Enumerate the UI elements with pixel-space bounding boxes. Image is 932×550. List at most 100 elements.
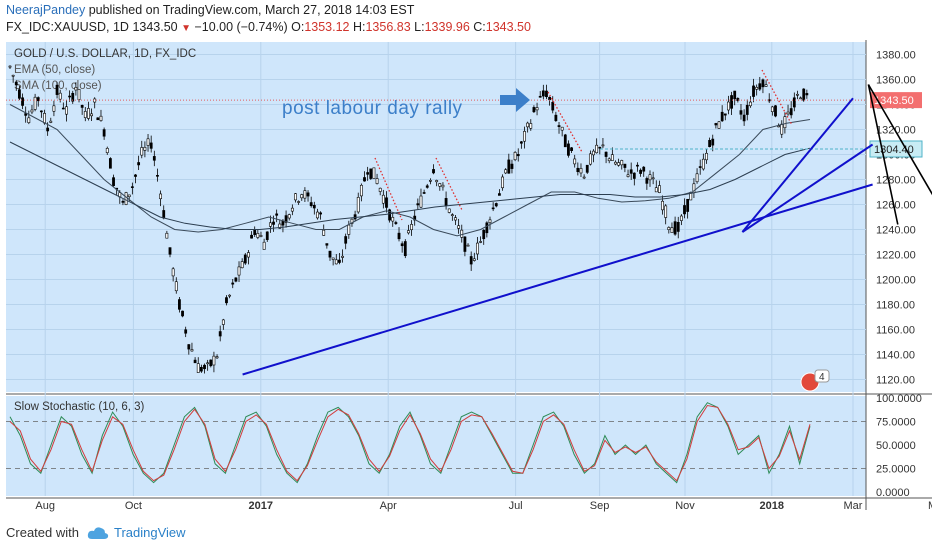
candle-body [316,211,319,219]
candle-body [338,259,341,263]
candle-body [438,183,442,187]
stoch-d-line [9,404,811,482]
candle-body [105,148,109,154]
candle-body [780,123,784,135]
y-tick-label: 1380.00 [876,50,916,62]
candle-body [46,127,50,132]
y-tick-label: 1280.00 [876,175,916,187]
candle-body [736,98,740,102]
candle-body [375,178,379,184]
candle-body [353,214,357,220]
candle-body [422,192,426,194]
candle-body [303,190,307,199]
candle-body [108,158,112,169]
projection-line [867,84,899,225]
candle-body [419,195,423,208]
candle-body [739,110,743,115]
candle-body [730,95,733,109]
candle-body [209,359,213,367]
candle-body [567,143,570,156]
candle-body [705,152,708,161]
trendline [741,97,854,233]
candle-body [588,153,592,165]
stoch-k-line [9,402,811,484]
candle-body [146,138,150,146]
chart-area[interactable]: 1120.00 1140.00 1160.00 1180.00 1200.00 1220.… [0,40,932,520]
candle-body [130,186,134,188]
candle-body [359,184,363,197]
stoch-y-tick-label: 50.0000 [876,440,916,452]
candle-body [49,120,53,123]
footer: Created with TradingView [6,525,186,540]
candle-body [14,82,18,86]
candle-body [755,86,759,90]
candle-body [683,205,686,215]
candle-body [275,213,279,216]
candle-body [272,221,275,225]
candle-body [701,158,705,170]
candle-body [347,224,351,235]
candle-body [526,122,530,128]
close-label: C: [473,20,486,34]
candle-body [284,215,288,223]
candle-body [629,169,633,174]
candle-body [720,111,724,122]
candle-body [102,129,106,137]
open-label: O: [291,20,305,34]
trendline [741,143,874,233]
candle-body [792,97,796,108]
candle-body [789,108,793,116]
candle-body [614,161,617,165]
x-tick-label: May [928,500,932,512]
candle-body [714,123,718,126]
candle-body [670,227,674,233]
candle-body [372,167,376,179]
candle-body [68,95,72,98]
x-tick-label: Sep [590,500,610,512]
candle-body [334,259,338,265]
candle-body [356,197,360,213]
last-price-badge [870,92,922,109]
candle-body [491,207,495,210]
candle-body [341,255,344,258]
candle-body [582,176,586,179]
candle-body [620,160,624,166]
y-tick-label: 1160.00 [876,325,915,337]
candle-body [369,168,373,179]
candle-body [30,109,34,113]
created-with-label: Created with [6,525,79,540]
candle-body [300,194,304,199]
candle-body [397,232,401,240]
candle-body [485,222,489,234]
candle-body [83,111,87,118]
candle-body [162,210,166,219]
candle-body [454,217,457,221]
candle-body [482,229,486,240]
candle-body [149,142,153,149]
candle-body [344,236,348,244]
candle-body [174,281,178,292]
candle-body [306,192,310,197]
candle-body [259,235,263,237]
candle-body [733,90,737,100]
candle-body [290,207,294,212]
candle-body [648,174,652,181]
candle-body [21,97,24,106]
candle-body [39,110,43,113]
candle-body [319,212,322,215]
candle-body [11,74,15,77]
candle-body [463,236,467,252]
candle-body [99,115,103,121]
candle-body [234,277,238,282]
author-link[interactable]: NeerajPandey [6,3,86,17]
candle-body [598,146,602,149]
tradingview-brand[interactable]: TradingView [87,525,186,540]
candle-body [65,106,68,115]
candle-body [554,114,558,121]
candle-body [717,121,721,129]
price-chart[interactable]: 1120.00 1140.00 1160.00 1180.00 1200.00 1220.… [0,40,932,520]
candle-body [501,176,504,189]
candle-body [152,156,156,161]
pullback-dotted-line [435,157,463,211]
candle-body [331,257,335,260]
